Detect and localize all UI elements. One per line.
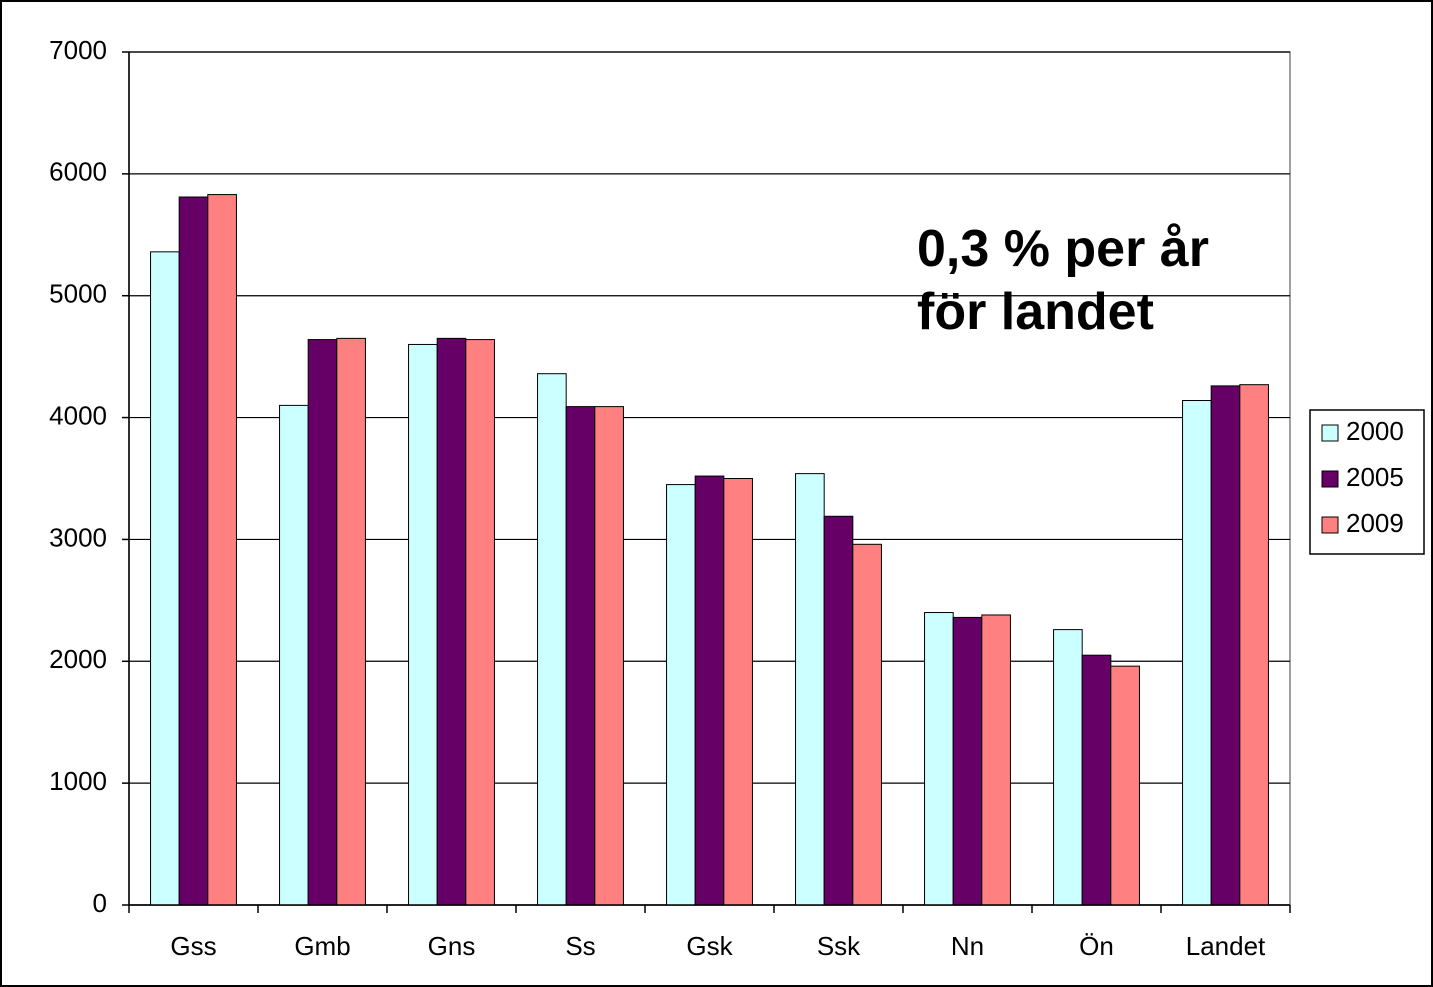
bar (666, 484, 696, 906)
y-tick-label: 5000 (49, 279, 107, 309)
bar (178, 196, 209, 906)
x-tick-label: Gmb (294, 931, 350, 961)
bar (981, 614, 1011, 906)
bar (924, 612, 954, 906)
bar (336, 337, 366, 906)
legend-label: 2000 (1346, 416, 1404, 446)
x-tick-label: Ssk (817, 931, 861, 961)
x-tick-label: Gss (170, 931, 216, 961)
bar (207, 194, 237, 906)
y-tick-label: 6000 (49, 157, 107, 187)
bar (537, 373, 567, 906)
legend-swatch (1321, 470, 1339, 488)
bar (795, 473, 825, 906)
y-tick-label: 4000 (49, 400, 107, 430)
y-tick-label: 3000 (49, 522, 107, 552)
y-tick-label: 7000 (49, 35, 107, 65)
legend-swatch (1321, 424, 1339, 442)
bar (1239, 384, 1269, 906)
bar (279, 404, 309, 906)
bar (150, 251, 180, 906)
x-tick-label: Gns (428, 931, 476, 961)
x-tick-label: Ss (565, 931, 595, 961)
x-tick-label: Ön (1079, 931, 1114, 961)
bar (307, 339, 338, 906)
bar (952, 616, 983, 906)
x-tick-label: Nn (951, 931, 984, 961)
bar (465, 339, 495, 906)
y-tick-label: 2000 (49, 644, 107, 674)
bar (436, 337, 467, 906)
bar (1110, 665, 1140, 906)
bar (565, 406, 596, 906)
bar (1081, 654, 1112, 906)
bar (594, 406, 624, 906)
legend-label: 2005 (1346, 462, 1404, 492)
bar (1182, 400, 1212, 906)
bar (852, 543, 882, 906)
bar (723, 478, 753, 906)
bar (694, 475, 725, 906)
legend-swatch (1321, 516, 1339, 534)
x-tick-label: Gsk (686, 931, 733, 961)
annotation: för landet (917, 283, 1154, 341)
bar (1210, 385, 1241, 906)
annotation: 0,3 % per år (917, 220, 1209, 278)
y-tick-label: 0 (93, 888, 107, 918)
y-tick-label: 1000 (49, 766, 107, 796)
bar (1053, 629, 1083, 906)
x-tick-label: Landet (1186, 931, 1266, 961)
bar (408, 343, 438, 906)
legend-label: 2009 (1346, 508, 1404, 538)
bar (823, 515, 854, 906)
